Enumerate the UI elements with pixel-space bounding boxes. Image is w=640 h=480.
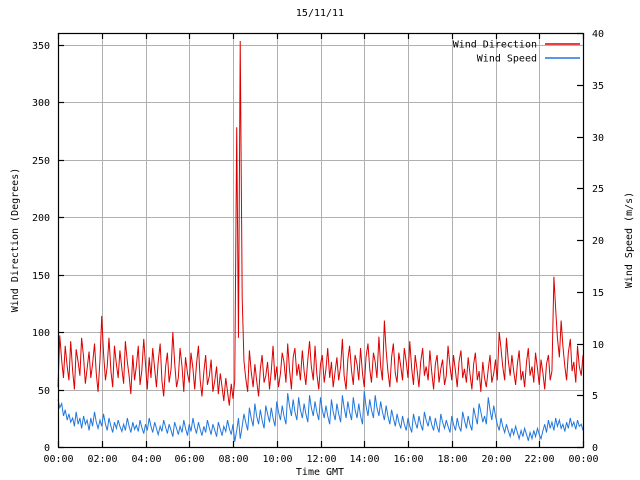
series-line-wind-direction	[57, 41, 584, 406]
y-tick-label-right: 25	[592, 184, 604, 195]
y-tick-label-right: 10	[592, 340, 604, 351]
x-axis-title: Time GMT	[296, 467, 344, 478]
x-tick-label: 14:00	[349, 454, 379, 465]
y-tick-label-right: 35	[592, 81, 604, 92]
x-tick-label: 02:00	[87, 454, 117, 465]
y-tick-label-right: 20	[592, 236, 604, 247]
y-tick-label-right: 0	[592, 443, 598, 454]
x-tick-label: 08:00	[218, 454, 248, 465]
y-tick-label-left: 200	[32, 213, 50, 224]
y-tick-label-left: 300	[32, 98, 50, 109]
y-tick-label-left: 50	[38, 386, 50, 397]
axis-ticks	[57, 32, 585, 449]
y-tick-label-right: 40	[592, 29, 604, 40]
x-tick-label: 10:00	[262, 454, 292, 465]
x-tick-label: 06:00	[174, 454, 204, 465]
y-tick-label-right: 5	[592, 391, 598, 402]
legend-label-wind-speed: Wind Speed	[477, 54, 537, 65]
x-tick-label: 16:00	[393, 454, 423, 465]
y-tick-label-right: 15	[592, 288, 604, 299]
y-tick-label-left: 250	[32, 156, 50, 167]
y-tick-label-left: 100	[32, 328, 50, 339]
y-tick-label-right: 30	[592, 133, 604, 144]
series-group	[57, 41, 584, 442]
y-tick-label-left: 350	[32, 41, 50, 52]
series-line-wind-speed	[57, 391, 584, 442]
x-tick-label: 12:00	[306, 454, 336, 465]
chart-legend: Wind Direction Wind Speed	[453, 40, 580, 65]
axis-tick-labels: 0 50 100 150 200 250 300 350 0 5 10 15 20 25 30 35 40 00:…	[32, 29, 604, 465]
x-tick-label: 04:00	[131, 454, 161, 465]
y-axis-left-title: Wind Direction (Degrees)	[10, 168, 21, 313]
x-tick-label: 00:00	[568, 454, 598, 465]
x-tick-label: 22:00	[524, 454, 554, 465]
y-tick-label-left: 0	[44, 443, 50, 454]
x-tick-label: 00:00	[43, 454, 73, 465]
y-tick-label-left: 150	[32, 271, 50, 282]
chart-title: 15/11/11	[296, 8, 344, 19]
x-tick-label: 18:00	[437, 454, 467, 465]
x-tick-label: 20:00	[481, 454, 511, 465]
legend-label-wind-direction: Wind Direction	[453, 40, 537, 51]
y-axis-right-title: Wind Speed (m/s)	[624, 192, 635, 288]
